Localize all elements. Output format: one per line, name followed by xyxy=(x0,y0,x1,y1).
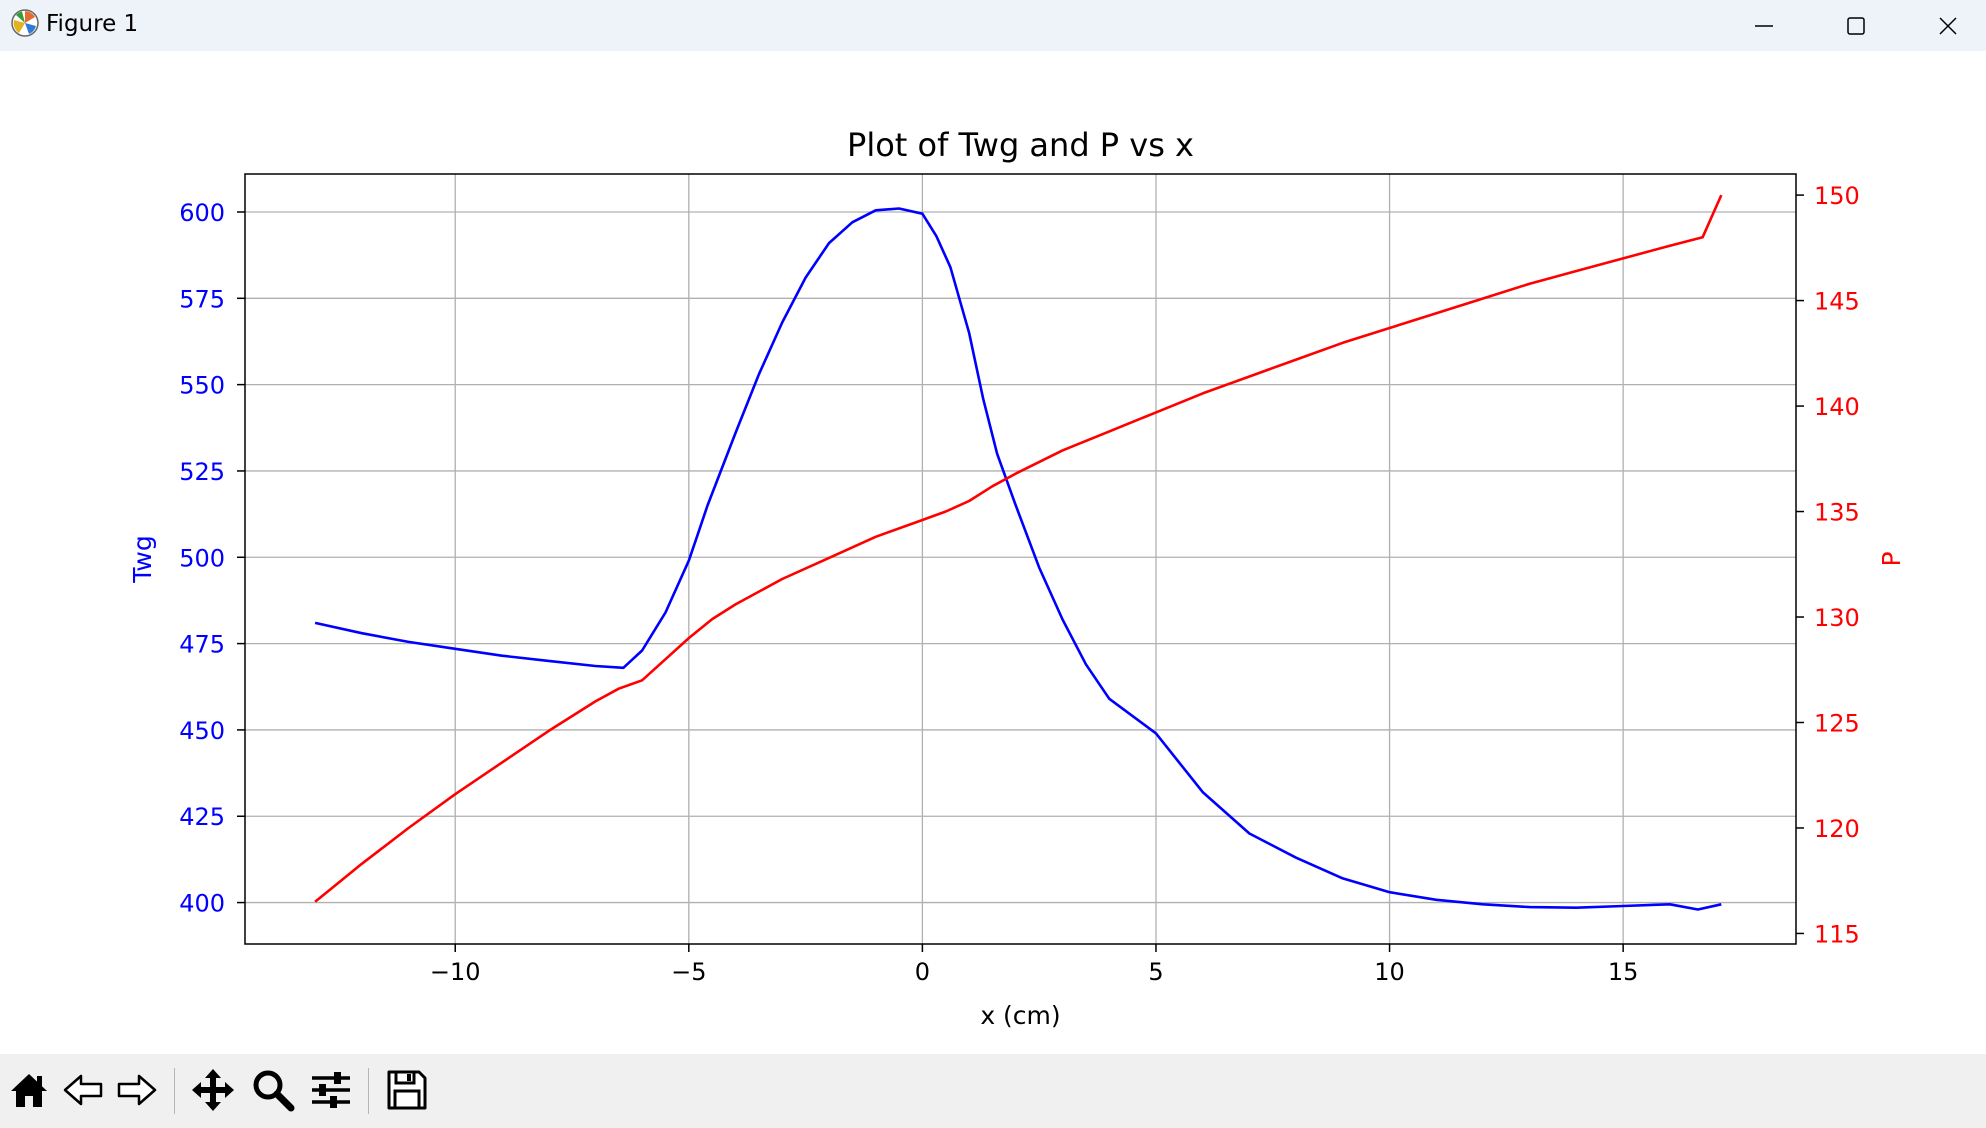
p-series-line xyxy=(314,194,1723,903)
x-tick-label: −5 xyxy=(671,958,706,986)
maximize-button[interactable] xyxy=(1810,0,1902,51)
x-tick-label: 0 xyxy=(915,958,930,986)
x-axis-label: x (cm) xyxy=(980,1001,1060,1030)
series-lines xyxy=(314,194,1723,911)
move-icon xyxy=(192,1069,234,1111)
chart-title: Plot of Twg and P vs x xyxy=(847,126,1194,164)
navigation-toolbar xyxy=(0,1054,1986,1128)
right-y-tick-label: 125 xyxy=(1814,709,1860,737)
figure-canvas[interactable]: −10 −5 0 5 10 15 400 425 450 475 500 525 550 575 600 11… xyxy=(0,51,1986,1054)
left-y-tick-label: 450 xyxy=(179,717,225,745)
right-y-tick-label: 135 xyxy=(1814,499,1860,527)
minimize-icon xyxy=(1755,24,1773,27)
x-tick-label: −10 xyxy=(430,958,481,986)
home-icon xyxy=(11,1074,47,1107)
window-title: Figure 1 xyxy=(46,11,139,37)
left-y-tick-label: 400 xyxy=(179,890,225,918)
forward-button[interactable] xyxy=(112,1065,162,1115)
back-button[interactable] xyxy=(58,1065,108,1115)
left-y-tick-label: 575 xyxy=(179,285,225,313)
close-icon xyxy=(1939,16,1957,35)
save-button[interactable] xyxy=(382,1065,432,1115)
toolbar-separator xyxy=(368,1068,369,1114)
configure-subplots-button[interactable] xyxy=(306,1065,356,1115)
pan-button[interactable] xyxy=(188,1065,238,1115)
right-y-tick-label: 145 xyxy=(1814,288,1860,316)
dual-axis-line-chart: −10 −5 0 5 10 15 400 425 450 475 500 525 550 575 600 11… xyxy=(128,126,1906,1030)
twg-series-line xyxy=(314,207,1722,911)
sliders-icon xyxy=(312,1072,350,1108)
right-y-tick-label: 115 xyxy=(1814,920,1860,948)
left-y-axis-label: Twg xyxy=(128,535,157,583)
magnifier-icon xyxy=(253,1070,295,1112)
floppy-disk-icon xyxy=(387,1070,427,1110)
left-y-tick-label: 525 xyxy=(179,458,225,486)
close-button[interactable] xyxy=(1902,0,1986,51)
right-y-tick-label: 150 xyxy=(1814,182,1860,210)
maximize-icon xyxy=(1847,16,1865,35)
grid-lines xyxy=(245,174,1796,944)
minimize-button[interactable] xyxy=(1718,0,1810,51)
window-titlebar: Figure 1 xyxy=(0,0,1986,51)
matplotlib-icon xyxy=(11,9,39,37)
home-button[interactable] xyxy=(4,1065,54,1115)
left-y-tick-label: 550 xyxy=(179,372,225,400)
left-y-tick-label: 425 xyxy=(179,803,225,831)
right-y-tick-label: 130 xyxy=(1814,604,1860,632)
right-y-tick-label: 140 xyxy=(1814,393,1860,421)
right-y-axis-label: P xyxy=(1877,551,1906,566)
x-tick-label: 15 xyxy=(1608,958,1639,986)
zoom-button[interactable] xyxy=(248,1065,298,1115)
arrow-right-icon xyxy=(117,1074,157,1106)
x-tick-label: 5 xyxy=(1148,958,1163,986)
tick-marks: −10 −5 0 5 10 15 400 425 450 475 500 525 550 575 600 11… xyxy=(179,182,1860,986)
toolbar-separator xyxy=(174,1068,175,1114)
right-y-tick-label: 120 xyxy=(1814,815,1860,843)
arrow-left-icon xyxy=(63,1074,103,1106)
left-y-tick-label: 500 xyxy=(179,544,225,572)
axes-frame xyxy=(244,173,1797,945)
x-tick-label: 10 xyxy=(1374,958,1405,986)
left-y-tick-label: 600 xyxy=(179,199,225,227)
left-y-tick-label: 475 xyxy=(179,631,225,659)
